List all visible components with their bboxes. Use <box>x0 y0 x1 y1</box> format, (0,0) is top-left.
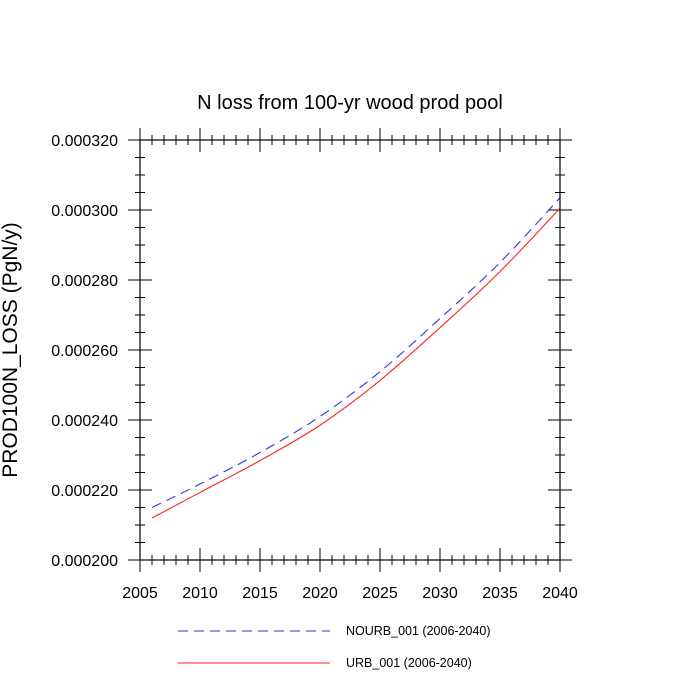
x-tick-label: 2035 <box>482 585 518 602</box>
series-line-2 <box>151 207 561 519</box>
plot-frame <box>139 139 561 561</box>
x-tick-label: 2040 <box>542 585 578 602</box>
x-tick-label: 2015 <box>242 585 278 602</box>
legend: NOURB_001 (2006-2040) URB_001 (2006-2040) <box>178 624 491 670</box>
y-tick-label: 0.000200 <box>51 553 118 570</box>
x-tick-label: 2030 <box>422 585 458 602</box>
series-lines <box>151 197 561 519</box>
y-tick-label: 0.000260 <box>51 343 118 360</box>
y-tick-label: 0.000300 <box>51 203 118 220</box>
x-tick-label: 2020 <box>302 585 338 602</box>
series-line-1 <box>151 197 561 508</box>
x-tick-label: 2010 <box>182 585 218 602</box>
y-tick-label: 0.000320 <box>51 133 118 150</box>
y-tick-label: 0.000280 <box>51 273 118 290</box>
legend-label-2: URB_001 (2006-2040) <box>346 656 472 670</box>
legend-label-1: NOURB_001 (2006-2040) <box>346 624 491 638</box>
tick-labels: 2005 2010 2015 2020 2025 2030 2035 2040 0.000200… <box>51 133 578 602</box>
y-axis-label: PROD100N_LOSS (PgN/y) <box>0 222 22 478</box>
chart-title: N loss from 100-yr wood prod pool <box>197 92 503 114</box>
x-tick-label: 2025 <box>362 585 398 602</box>
y-tick-label: 0.000220 <box>51 483 118 500</box>
axis-ticks <box>128 128 572 572</box>
y-tick-label: 0.000240 <box>51 413 118 430</box>
x-tick-label: 2005 <box>122 585 158 602</box>
